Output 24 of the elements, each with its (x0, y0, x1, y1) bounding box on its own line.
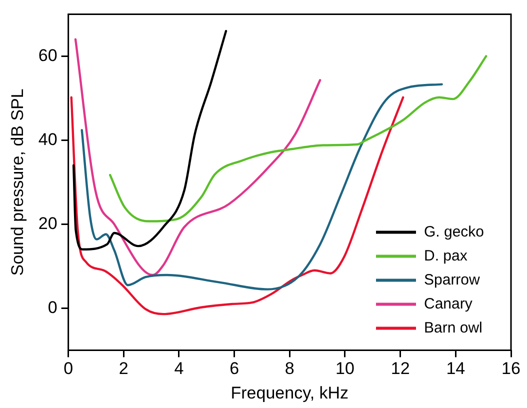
x-tick-label: 4 (174, 359, 184, 378)
legend-label: D. pax (424, 247, 468, 264)
y-tick-label: 20 (38, 214, 58, 233)
line-series (108, 55, 488, 222)
y-axis-title: Sound pressure, dB SPL (8, 88, 27, 276)
x-tick-label: 14 (446, 359, 466, 378)
y-tick-label: 0 (48, 298, 58, 317)
x-tick-label: 10 (336, 359, 354, 378)
x-tick-label: 0 (64, 359, 74, 378)
x-tick-label: 12 (390, 359, 410, 378)
x-tick-label: 2 (118, 359, 128, 378)
line-series (72, 30, 228, 250)
y-tick-label: 60 (38, 46, 58, 65)
legend-label: G. gecko (424, 223, 484, 240)
x-tick-label: 6 (230, 359, 240, 378)
legend-label: Sparrow (424, 271, 480, 288)
line-series (70, 96, 404, 316)
legend-label: Canary (424, 295, 473, 312)
x-tick-label: 16 (502, 359, 520, 378)
x-tick-label: 8 (284, 359, 294, 378)
line-series (74, 38, 322, 276)
y-tick-label: 40 (38, 130, 58, 149)
x-axis-title: Frequency, kHz (230, 383, 349, 402)
legend-label: Barn owl (424, 319, 482, 336)
